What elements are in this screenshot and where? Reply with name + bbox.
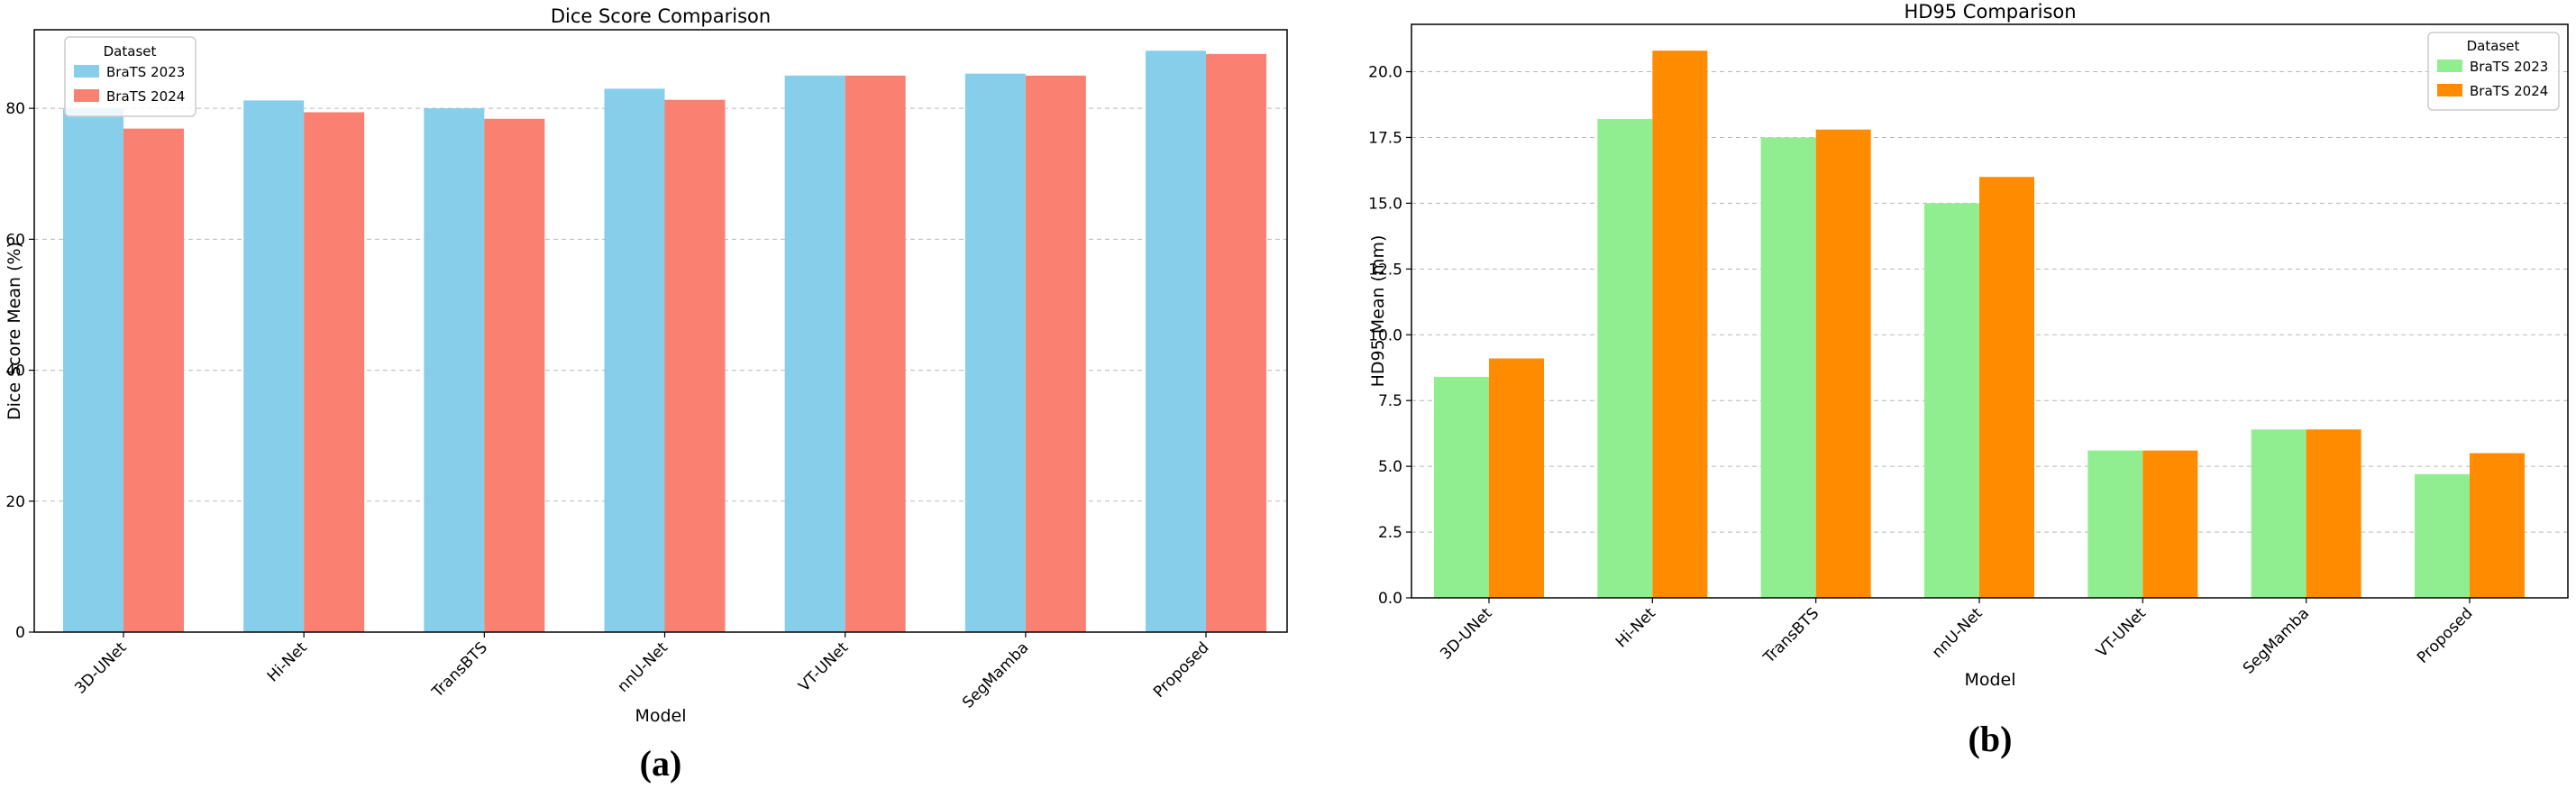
legend-swatch-brats-2024 [74,89,99,102]
caption-a: (a) [640,743,682,784]
legend-swatch-brats-2023 [74,65,99,78]
x-tick-label: nnU-Net [614,638,671,696]
y-tick-label: 40 [5,362,25,381]
y-tick-label: 20 [5,493,25,511]
bar-hi-net-brats-2024 [304,112,365,633]
bar-proposed-brats-2023 [1146,50,1206,632]
y-axis-label: HD95 Mean (mm) [1368,235,1388,388]
bar-segmamba-brats-2024 [2306,429,2361,598]
bar-hi-net-brats-2023 [243,100,305,633]
x-tick-label: TransBTS [428,638,491,702]
x-tick-label: Hi-Net [264,638,311,685]
x-tick-label: 3D-UNet [71,638,131,698]
legend-title: Dataset [2467,38,2520,54]
y-tick-label: 0 [15,624,25,642]
y-tick-label: 0.0 [1378,590,1402,608]
bar-vt-unet-brats-2023 [784,75,845,632]
bar-vt-unet-brats-2023 [2087,450,2143,598]
legend: Dataset BraTS 2023 BraTS 2024 [64,36,196,117]
x-tick-label: nnU-Net [1929,604,1987,662]
y-tick-label: 2.5 [1378,524,1402,542]
chart-dice: Dice Score Comparison 0 20 40 60 80 3D-UNet H… [5,5,1288,784]
x-tick-label: Proposed [1150,638,1212,701]
bar-vt-unet-brats-2024 [845,75,906,632]
bar-3d-unet-brats-2023 [63,108,123,632]
bars [63,50,1266,633]
x-tick-label: 3D-UNet [1437,604,1496,664]
bar-nnu-net-brats-2024 [664,99,726,633]
y-tick-label: 80 [5,100,25,118]
bar-nnu-net-brats-2023 [1924,203,1979,598]
bar-segmamba-brats-2024 [1025,75,1086,632]
legend-label-brats-2024: BraTS 2024 [106,88,185,105]
y-tick-label: 20.0 [1368,64,1402,82]
y-tick-label: 5.0 [1378,458,1402,476]
legend-swatch-brats-2024 [2437,84,2462,96]
y-tick-label: 7.5 [1378,392,1402,410]
y-axis-label: Dice Score Mean (%) [5,242,24,420]
x-tick-label: SegMamba [959,638,1032,711]
x-axis-ticks: 3D-UNet Hi-Net TransBTS nnU-Net VT-UNet SegMa… [71,632,1213,712]
legend: Dataset BraTS 2023 BraTS 2024 [2427,32,2560,111]
bar-3d-unet-brats-2024 [1489,358,1544,598]
x-tick-label: VT-UNet [795,638,852,695]
y-tick-label: 10.0 [1368,326,1402,344]
bar-segmamba-brats-2023 [2251,429,2307,598]
x-axis-label: Model [1964,670,2015,690]
x-tick-label: VT-UNet [2093,604,2150,661]
bar-proposed-brats-2023 [2415,473,2470,598]
plot-frame [1411,23,2569,599]
x-tick-label: TransBTS [1759,604,1822,667]
y-tick-label: 17.5 [1368,129,1402,147]
chart-title: Dice Score Comparison [551,5,771,27]
x-tick-label: SegMamba [2240,604,2313,677]
bar-transbts-brats-2024 [484,118,545,633]
y-axis-ticks: 0 20 40 60 80 [5,100,34,642]
bar-nnu-net-brats-2023 [604,88,665,632]
bar-transbts-brats-2023 [1760,137,1816,599]
bar-3d-unet-brats-2024 [123,128,184,632]
bar-hi-net-brats-2024 [1652,50,1708,598]
x-tick-label: Hi-Net [1612,604,1659,651]
x-axis-label: Model [635,706,686,726]
bar-proposed-brats-2024 [1206,53,1266,632]
legend-label-brats-2023: BraTS 2023 [106,64,185,80]
chart-title: HD95 Comparison [1904,1,2076,23]
x-axis-ticks: 3D-UNet Hi-Net TransBTS nnU-Net VT-UNet SegMa… [1437,598,2477,678]
y-tick-label: 60 [5,231,25,249]
y-tick-label: 15.0 [1368,195,1402,213]
legend-label-brats-2024: BraTS 2024 [2470,83,2548,99]
bar-hi-net-brats-2023 [1597,119,1653,598]
bars [1434,50,2525,599]
bar-3d-unet-brats-2023 [1434,376,1489,598]
chart-hd95: HD95 Comparison 0.0 2.5 5.0 7.5 10.0 12.5 15.0… [1368,1,2569,759]
legend-label-brats-2023: BraTS 2023 [2470,59,2548,75]
x-tick-label: Proposed [2414,604,2476,666]
bar-proposed-brats-2024 [2470,453,2525,598]
y-tick-label: 12.5 [1368,261,1402,279]
caption-b: (b) [1969,719,2013,759]
bar-transbts-brats-2024 [1815,129,1871,598]
bar-nnu-net-brats-2024 [1979,177,2034,599]
plot-frame [33,29,1288,633]
bar-vt-unet-brats-2024 [2142,450,2198,598]
y-axis-ticks: 0.0 2.5 5.0 7.5 10.0 12.5 15.0 17.5 20.0 [1368,64,1411,608]
legend-swatch-brats-2023 [2437,60,2462,72]
bar-transbts-brats-2023 [424,108,485,632]
bar-segmamba-brats-2023 [964,73,1026,632]
legend-title: Dataset [104,43,157,60]
